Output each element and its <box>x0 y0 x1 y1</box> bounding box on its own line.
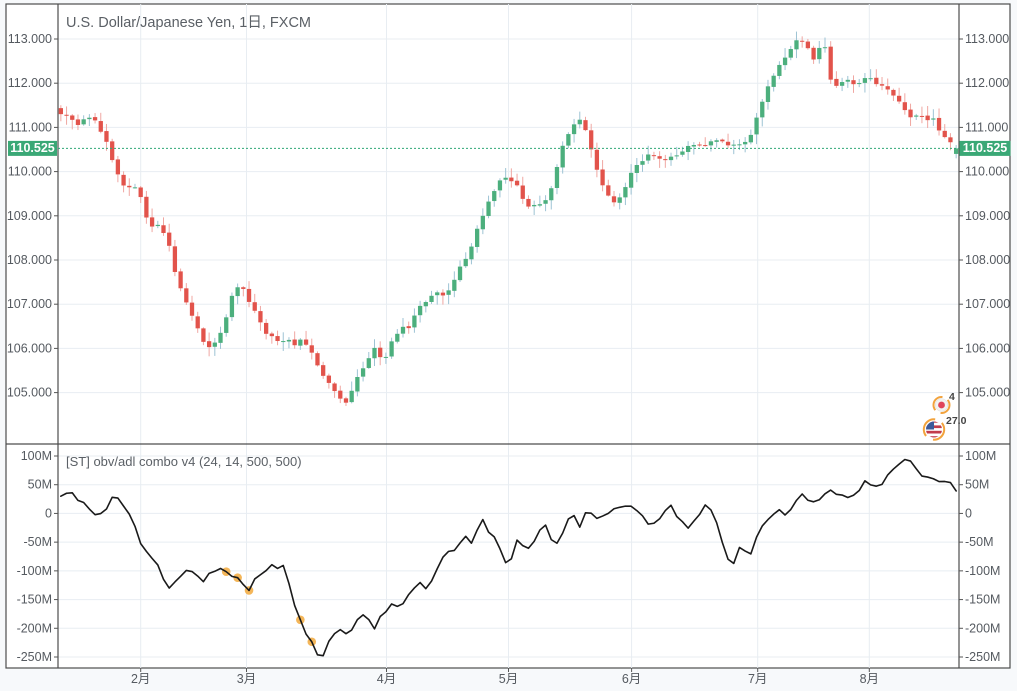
svg-text:-100M: -100M <box>965 564 1000 578</box>
svg-text:110.525: 110.525 <box>963 141 1008 155</box>
svg-text:107.000: 107.000 <box>965 297 1010 311</box>
svg-text:U.S. Dollar/Japanese Yen, 1日,: U.S. Dollar/Japanese Yen, 1日, FXCM <box>66 15 311 31</box>
svg-text:-200M: -200M <box>965 621 1000 635</box>
svg-text:112.000: 112.000 <box>965 76 1009 90</box>
svg-text:4: 4 <box>949 391 955 403</box>
svg-text:110.525: 110.525 <box>10 141 55 155</box>
svg-text:27.0: 27.0 <box>946 415 967 427</box>
svg-text:113.000: 113.000 <box>8 32 52 46</box>
svg-text:107.000: 107.000 <box>7 297 52 311</box>
svg-text:-250M: -250M <box>965 650 1000 664</box>
svg-text:-50M: -50M <box>965 535 993 549</box>
svg-text:108.000: 108.000 <box>965 253 1010 267</box>
svg-text:108.000: 108.000 <box>7 253 52 267</box>
svg-text:50M: 50M <box>965 478 989 492</box>
svg-text:111.000: 111.000 <box>9 120 52 134</box>
svg-text:[ST] obv/adl combo v4 (24, 14,: [ST] obv/adl combo v4 (24, 14, 500, 500) <box>66 454 302 469</box>
svg-text:50M: 50M <box>28 478 52 492</box>
svg-text:8月: 8月 <box>860 672 879 686</box>
svg-text:5月: 5月 <box>499 672 518 686</box>
svg-text:-100M: -100M <box>17 564 52 578</box>
svg-text:105.000: 105.000 <box>7 386 52 400</box>
svg-text:106.000: 106.000 <box>965 341 1010 355</box>
svg-text:100M: 100M <box>21 449 52 463</box>
svg-text:6月: 6月 <box>622 672 641 686</box>
svg-text:7月: 7月 <box>748 672 767 686</box>
svg-text:-150M: -150M <box>17 593 52 607</box>
svg-text:-200M: -200M <box>17 621 52 635</box>
svg-text:-250M: -250M <box>17 650 52 664</box>
svg-text:-150M: -150M <box>965 593 1000 607</box>
svg-text:110.000: 110.000 <box>8 165 52 179</box>
svg-text:111.000: 111.000 <box>965 120 1008 134</box>
svg-text:0: 0 <box>965 506 972 520</box>
svg-text:4月: 4月 <box>377 672 396 686</box>
svg-text:105.000: 105.000 <box>965 386 1010 400</box>
svg-text:109.000: 109.000 <box>7 209 52 223</box>
svg-text:109.000: 109.000 <box>965 209 1010 223</box>
svg-text:3月: 3月 <box>237 672 256 686</box>
svg-text:113.000: 113.000 <box>965 32 1009 46</box>
svg-text:106.000: 106.000 <box>7 341 52 355</box>
svg-text:100M: 100M <box>965 449 996 463</box>
svg-text:112.000: 112.000 <box>8 76 52 90</box>
svg-text:110.000: 110.000 <box>965 165 1009 179</box>
svg-text:2月: 2月 <box>131 672 150 686</box>
svg-text:-50M: -50M <box>24 535 52 549</box>
svg-text:0: 0 <box>45 506 52 520</box>
